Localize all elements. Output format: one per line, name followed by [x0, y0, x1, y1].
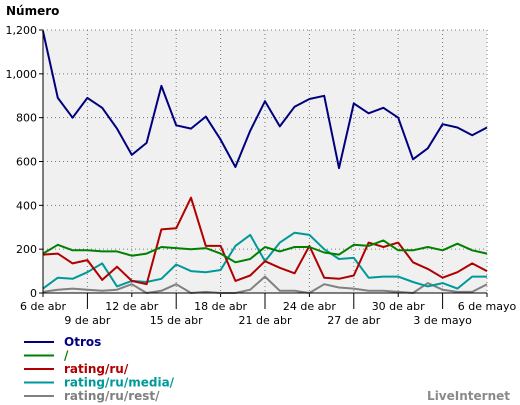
y-tick-label: 800 [16, 112, 37, 125]
legend-label: rating/ru/rest/ [64, 389, 160, 403]
x-tick-label: 18 de abr [194, 300, 247, 313]
x-tick-label: 3 de mayo [413, 314, 472, 327]
legend: Otros/rating/ru/rating/ru/media/rating/r… [24, 335, 175, 403]
legend-label: rating/ru/media/ [64, 376, 175, 390]
x-tick-label: 21 de abr [239, 314, 292, 327]
x-tick-label: 27 de abr [327, 314, 380, 327]
plot-area [43, 30, 487, 293]
y-tick-label: 200 [16, 243, 37, 256]
y-tick-label: 0 [30, 287, 37, 300]
series-line-otros [42, 30, 488, 170]
credit-label: LiveInternet [427, 389, 510, 403]
series-line-rating-ru [42, 196, 488, 286]
y-tick-label: 1,200 [6, 24, 38, 37]
x-tick-label: 12 de abr [105, 300, 158, 313]
x-tick-label: 6 de abr [20, 300, 66, 313]
legend-label: Otros [64, 335, 101, 349]
legend-label: rating/ru/ [64, 362, 129, 376]
x-tick-label: 15 de abr [150, 314, 203, 327]
y-tick-label: 1,000 [6, 68, 38, 81]
y-axis-ticks: 0 200 400 600 800 1,000 1,200 [6, 24, 43, 300]
x-tick-label: 9 de abr [64, 314, 110, 327]
x-tick-label: 6 de mayo [458, 300, 517, 313]
axes [42, 30, 487, 294]
y-axis-label: Número [6, 4, 59, 18]
x-axis-ticks: 6 de abr 12 de abr 18 de abr 24 de abr 30 de… [20, 293, 516, 327]
x-tick-label: 24 de abr [283, 300, 336, 313]
x-tick-label: 30 de abr [372, 300, 425, 313]
legend-label: / [64, 349, 69, 363]
y-tick-label: 600 [16, 156, 37, 169]
y-tick-label: 400 [16, 199, 37, 212]
series-line- [42, 239, 488, 264]
